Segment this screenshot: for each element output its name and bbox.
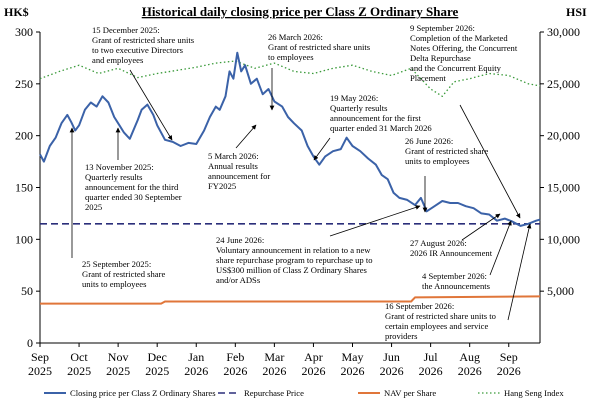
- y2-axis-title: HSI: [566, 5, 587, 19]
- annotation-arrow: [461, 213, 501, 241]
- y-tick-label: 50: [21, 284, 33, 298]
- y-axis-title: HK$: [4, 5, 29, 19]
- annotation-text: Quarterly results: [330, 103, 388, 113]
- x-tick-label: Jul 2026: [418, 350, 443, 378]
- x-tick-label: May 2026: [340, 350, 365, 378]
- annotation-text: units to employees: [82, 279, 147, 289]
- annotation-text: 26 March 2026:: [268, 32, 323, 42]
- y2-tick-label: 5,000: [547, 284, 574, 298]
- annotation-text: Annual results: [208, 161, 259, 171]
- annotation-text: to two executive Directors: [92, 45, 184, 55]
- y2-tick-label: 30,000: [547, 25, 580, 39]
- chart-title: Historical daily closing price per Class…: [142, 4, 459, 19]
- annotation-text: 4 September 2026:: [422, 271, 487, 281]
- annotation-text: to employees: [268, 52, 314, 62]
- annotation-text: 19 May 2026:: [330, 93, 378, 103]
- annotation-text: 2026 IR Announcement: [410, 248, 493, 258]
- legend-label: Repurchase Price: [244, 388, 304, 398]
- annotation-arrow: [235, 124, 257, 149]
- annotation-text: US$300 million of Class Z Ordinary Share…: [216, 265, 368, 275]
- x-tick-label: Oct 2025: [67, 350, 92, 378]
- annotation-arrow: [313, 137, 331, 161]
- annotation-text: announcement for the first: [330, 113, 422, 123]
- annotation-text: share repurchase program to repurchase u…: [216, 255, 373, 265]
- annotation-text: Placement: [410, 73, 446, 83]
- annotation-text: 2025: [85, 202, 102, 212]
- annotation-text: 25 September 2025:: [82, 259, 151, 269]
- annotation-text: FY2025: [208, 181, 236, 191]
- annotation-arrow: [129, 69, 173, 141]
- annotation-arrow: [329, 205, 421, 237]
- series-line: [40, 295, 541, 305]
- x-tick-label: Mar 2026: [262, 350, 287, 378]
- annotation-text: and the Concurrent Equity: [410, 63, 502, 73]
- annotation-text: announcement for: [208, 171, 270, 181]
- x-tick-label: Sep 2026: [496, 350, 521, 378]
- y-tick-label: 150: [15, 181, 33, 195]
- annotation-text: 5 March 2026:: [208, 151, 259, 161]
- series-line: [39, 51, 541, 227]
- legend-label: Closing price per Class Z Ordinary Share…: [70, 388, 216, 398]
- y-tick-label: 300: [15, 25, 33, 39]
- y-tick-label: 250: [15, 77, 33, 91]
- annotation-text: 27 August 2026:: [410, 238, 467, 248]
- y2-tick-label: 15,000: [547, 181, 580, 195]
- annotation-text: Delta Repurchase: [410, 53, 471, 63]
- x-tick-label: Dec 2025: [145, 350, 170, 378]
- annotation-text: Grant of restricted share: [405, 146, 488, 156]
- y2-tick-label: 20,000: [547, 129, 580, 143]
- annotation-text: 26 June 2026:: [405, 136, 453, 146]
- annotation-text: the Announcements: [422, 281, 491, 291]
- annotation-text: quarter ended 31 March 2026: [330, 123, 432, 133]
- x-tick-label: Jun 2026: [379, 350, 404, 378]
- annotation-text: 24 June 2026:: [216, 235, 264, 245]
- annotation-text: Voluntary announcement in relation to a …: [216, 245, 371, 255]
- x-tick-label: Jan 2026: [184, 350, 209, 378]
- annotation-text: Notes Offering, the Concurrent: [410, 43, 518, 53]
- y-tick-label: 100: [15, 232, 33, 246]
- legend-label: NAV per Share: [384, 388, 436, 398]
- annotation-text: 16 September 2026:: [385, 301, 454, 311]
- legend-label: Hang Seng Index: [504, 388, 564, 398]
- annotation-arrow: [489, 220, 512, 276]
- annotation-arrow: [459, 104, 521, 219]
- annotation-text: quarter ended 30 September: [85, 192, 182, 202]
- x-tick-label: Aug 2026: [457, 350, 482, 378]
- annotation-text: and employees: [92, 55, 144, 65]
- x-tick-label: Nov 2025: [106, 350, 131, 378]
- annotation-text: Grant of restricted share units: [92, 35, 195, 45]
- x-tick-label: Sep 2025: [28, 350, 52, 378]
- annotation-text: 15 December 2025:: [92, 25, 160, 35]
- y2-tick-label: 25,000: [547, 77, 580, 91]
- annotation-text: providers: [385, 331, 418, 341]
- annotation-text: Grant of restricted share: [82, 269, 165, 279]
- annotation-text: certain employees and service: [385, 321, 488, 331]
- y2-tick-label: 10,000: [547, 232, 580, 246]
- annotation-text: announcement for the third: [85, 182, 179, 192]
- annotation-text: 13 November 2025:: [85, 162, 154, 172]
- annotation-text: and/or ADSs: [216, 275, 261, 285]
- annotation-text: Completion of the Marketed: [410, 33, 508, 43]
- annotation-text: Grant of restricted share units to: [385, 311, 496, 321]
- y-tick-label: 0: [27, 336, 33, 350]
- annotation-text: units to employees: [405, 156, 470, 166]
- annotation-text: 9 September 2026:: [410, 23, 475, 33]
- annotation-text: Grant of restricted share units: [268, 42, 371, 52]
- annotation-text: Quarterly results: [85, 172, 143, 182]
- annotation-arrow: [507, 223, 532, 321]
- x-tick-label: Apr 2026: [301, 350, 326, 378]
- y-tick-label: 200: [15, 129, 33, 143]
- x-tick-label: Feb 2026: [223, 350, 248, 378]
